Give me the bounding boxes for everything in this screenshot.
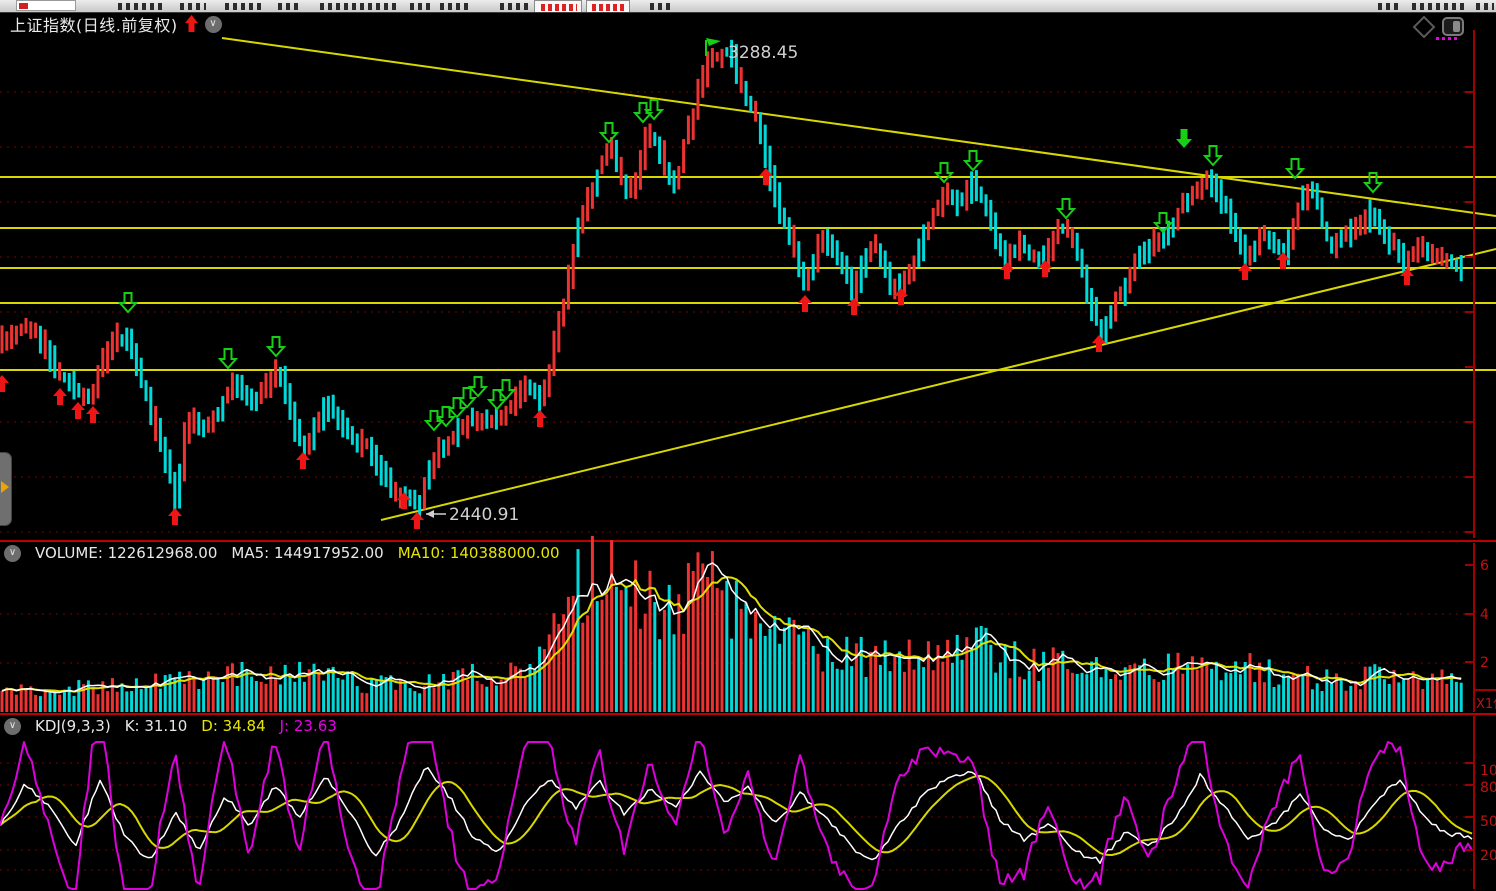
menubar-text-fragment (1378, 3, 1402, 10)
kdj-header: ∨ KDJ(9,3,3) K: 31.10 D: 34.84 J: 23.63 (4, 716, 337, 736)
candlestick-layer (0, 39, 1463, 518)
volume-header: ∨ VOLUME: 122612968.00 MA5: 144917952.00… (4, 543, 560, 563)
signal-markers (0, 38, 1414, 529)
svg-text:50: 50 (1480, 814, 1496, 830)
kdj-label: KDJ(9,3,3) (35, 717, 111, 735)
kdj-k-value: K: 31.10 (124, 717, 188, 735)
kdj-gridlines (0, 762, 1474, 871)
logo-icon (19, 3, 28, 9)
expand-right-icon (1, 481, 9, 493)
panel-layout-icon[interactable] (1442, 17, 1464, 36)
chart-title-row: 上证指数(日线.前复权) ∨ (10, 14, 222, 35)
diamond-tool-icon[interactable] (1412, 16, 1436, 38)
menubar-red-button[interactable] (534, 0, 582, 12)
collapse-volume-button[interactable]: ∨ (4, 544, 21, 562)
volume-value: VOLUME: 122612968.00 (35, 544, 218, 562)
menubar-logo-box (16, 0, 76, 11)
svg-text:20: 20 (1480, 848, 1496, 864)
menubar-text-fragment (650, 3, 672, 10)
instrument-title: 上证指数(日线.前复权) (10, 16, 178, 35)
volume-bars (0, 535, 1463, 712)
svg-text:2: 2 (1480, 655, 1489, 671)
chart-tools (1404, 16, 1490, 44)
svg-text:3288.45: 3288.45 (728, 43, 798, 63)
pane-dividers (0, 540, 1496, 715)
magenta-dots-indicator (1436, 37, 1457, 40)
main-right-axis (1465, 30, 1475, 538)
menubar-text-fragment (1412, 3, 1468, 10)
kdj-d-value: D: 34.84 (201, 717, 266, 735)
svg-text:80: 80 (1480, 780, 1496, 796)
menubar-text-fragment (320, 3, 398, 10)
collapse-kdj-button[interactable]: ∨ (4, 717, 21, 735)
up-arrow-icon (184, 15, 198, 32)
kdj-j-value: J: 23.63 (279, 717, 337, 735)
main-gridlines (0, 91, 1474, 533)
sidebar-expand-tab[interactable] (0, 452, 12, 526)
volume-ma10-value: MA10: 140388000.00 (397, 544, 560, 562)
collapse-main-button[interactable]: ∨ (204, 15, 222, 33)
volume-right-axis: 6 4 2 X1亿 (1465, 543, 1496, 712)
menubar-red-button[interactable] (586, 0, 630, 12)
svg-text:X1亿: X1亿 (1476, 697, 1496, 712)
svg-text:100: 100 (1480, 763, 1496, 779)
menubar-text-fragment (440, 3, 472, 10)
chevron-down-icon: ∨ (8, 547, 17, 558)
menubar-text-fragment (118, 3, 164, 10)
volume-ma5-value: MA5: 144917952.00 (231, 544, 384, 562)
svg-text:4: 4 (1480, 607, 1489, 623)
svg-text:6: 6 (1480, 558, 1489, 574)
svg-text:2440.91: 2440.91 (449, 505, 519, 525)
menubar-text-fragment (180, 3, 206, 10)
menubar-text-fragment (278, 3, 302, 10)
volume-ma-lines (1, 562, 1462, 694)
menubar-cropped[interactable] (0, 0, 1496, 13)
kdj-lines (0, 741, 1473, 890)
chevron-down-icon: ∨ (8, 720, 17, 731)
main-yellow-levels (0, 37, 1496, 521)
kdj-right-axis: 10080 50 20 (1465, 716, 1496, 889)
chevron-down-icon: ∨ (209, 18, 217, 29)
menubar-text-fragment (225, 3, 263, 10)
menubar-text-fragment (1476, 3, 1494, 10)
price-extreme-labels: 3288.45 2440.91 (426, 43, 798, 525)
menubar-text-fragment (410, 3, 432, 10)
menubar-text-fragment (500, 3, 530, 10)
